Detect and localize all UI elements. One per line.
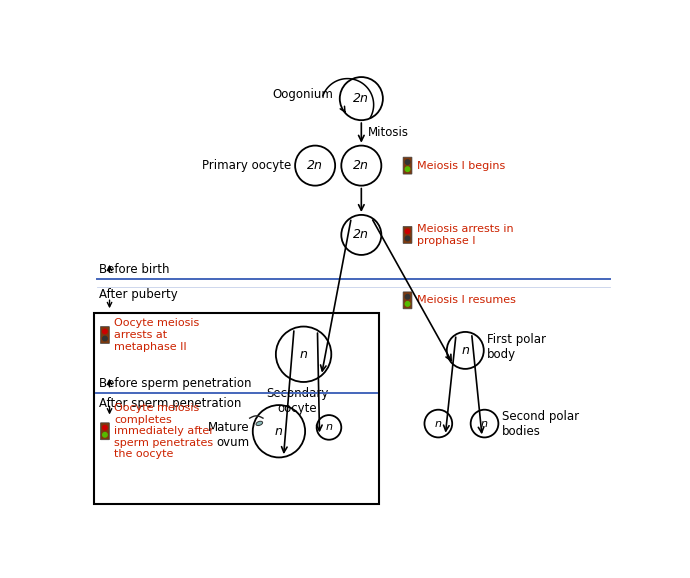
Text: n: n [481,418,488,428]
Circle shape [405,160,410,164]
Bar [94,313,379,503]
Text: n: n [462,344,469,357]
Text: Primary oocyte: Primary oocyte [202,159,291,172]
FancyBboxPatch shape [403,227,412,243]
Text: Oocyte meiosis
arrests at
metaphase II: Oocyte meiosis arrests at metaphase II [114,318,199,351]
Circle shape [103,336,107,341]
FancyBboxPatch shape [101,423,109,440]
Text: Meiosis arrests in
prophase I: Meiosis arrests in prophase I [417,224,513,246]
Circle shape [103,425,107,430]
Circle shape [103,329,107,334]
Circle shape [103,432,107,437]
Text: 2n: 2n [307,159,323,172]
Circle shape [405,229,410,234]
Text: First polar
body: First polar body [487,334,546,361]
Circle shape [405,302,410,306]
Text: 2n: 2n [353,228,369,242]
FancyBboxPatch shape [101,327,109,343]
Text: After sperm penetration: After sperm penetration [99,397,241,410]
Text: Before sperm penetration: Before sperm penetration [99,377,251,391]
Circle shape [405,236,410,240]
FancyBboxPatch shape [403,157,412,174]
Text: n: n [275,425,283,438]
Circle shape [405,167,410,172]
Text: n: n [326,423,333,432]
FancyBboxPatch shape [403,292,412,309]
Text: Mitosis: Mitosis [368,127,408,139]
Ellipse shape [256,421,263,425]
Text: Second polar
bodies: Second polar bodies [502,410,580,438]
Text: Mature
ovum: Mature ovum [208,421,250,449]
Text: Oogonium: Oogonium [273,88,333,101]
Text: n: n [435,418,442,428]
Text: Oocyte meiosis
completes
immediately after
sperm penetrates
the oocyte: Oocyte meiosis completes immediately aft… [114,403,214,460]
Text: Secondary
oocyte: Secondary oocyte [266,387,328,414]
Text: Meiosis I resumes: Meiosis I resumes [417,295,515,305]
Text: 2n: 2n [353,92,369,105]
Text: Meiosis I begins: Meiosis I begins [417,161,505,171]
Circle shape [405,295,410,299]
Text: After puberty: After puberty [99,288,177,301]
Text: n: n [299,348,308,361]
Text: Before birth: Before birth [99,263,169,276]
Text: 2n: 2n [353,159,369,172]
